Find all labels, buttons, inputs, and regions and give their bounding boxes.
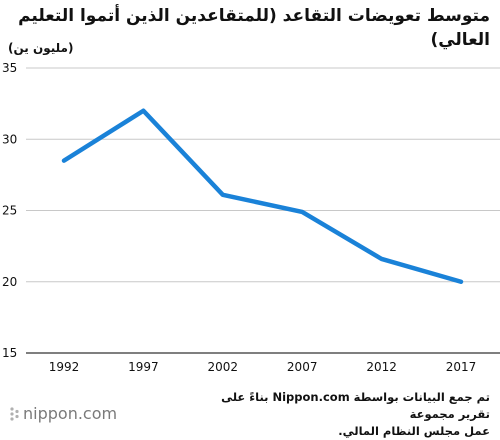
x-tick-label: 1997 <box>128 360 159 374</box>
x-tick-label: 2007 <box>287 360 318 374</box>
line-chart: 35 30 25 20 15 1992 1997 2002 2007 2012 2017 <box>0 0 500 428</box>
y-tick-label: 15 <box>2 346 17 360</box>
source-note: تم جمع البيانات بواسطة Nippon.com بناءً … <box>190 389 490 440</box>
y-tick-label: 25 <box>2 204 17 218</box>
y-tick-label: 20 <box>2 275 17 289</box>
x-tick-label: 2017 <box>446 360 477 374</box>
x-tick-label: 2002 <box>208 360 239 374</box>
source-line-2: عمل مجلس النظام المالي. <box>190 423 490 440</box>
series-line <box>64 111 461 282</box>
y-tick-label: 30 <box>2 132 17 146</box>
x-tick-label: 1992 <box>49 360 80 374</box>
source-line-1: تم جمع البيانات بواسطة Nippon.com بناءً … <box>190 389 490 423</box>
x-tick-label: 2012 <box>366 360 397 374</box>
y-tick-label: 35 <box>2 61 17 75</box>
nippon-logo: nippon.com <box>8 404 117 423</box>
nippon-logo-icon <box>8 405 20 423</box>
nippon-logo-text: nippon.com <box>23 404 117 423</box>
